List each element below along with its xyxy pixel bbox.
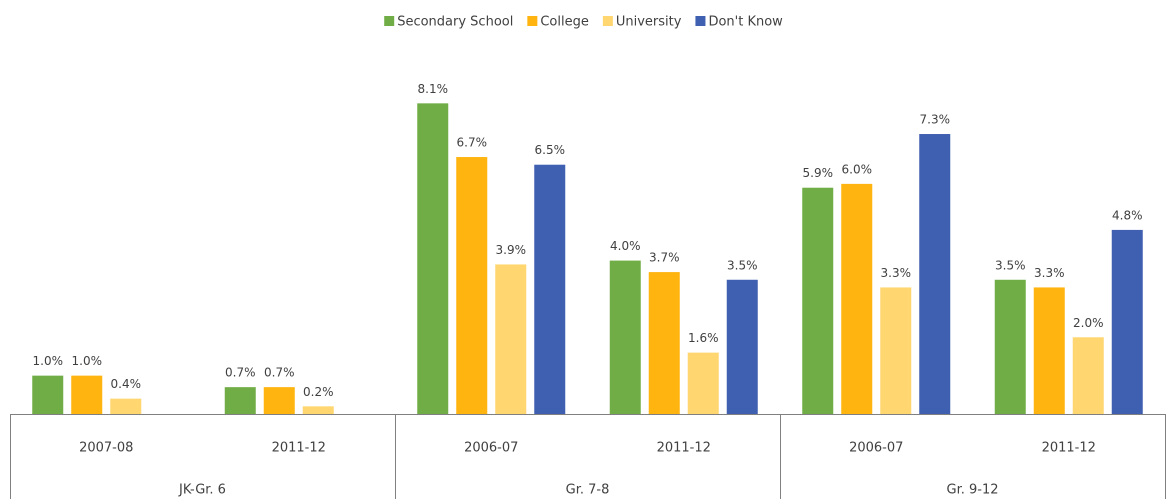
data-label: 0.7% <box>225 366 256 380</box>
bar <box>687 352 719 414</box>
data-label: 8.1% <box>418 82 449 96</box>
legend-label: University <box>616 15 682 30</box>
data-label: 2.0% <box>1073 316 1104 330</box>
legend-label: College <box>540 15 589 30</box>
x-tick-label: 2011-12 <box>272 441 326 456</box>
legend-swatch <box>384 16 395 26</box>
data-label: 1.6% <box>688 331 719 345</box>
legend-label: Don't Know <box>708 15 783 30</box>
data-label: 6.5% <box>535 143 566 157</box>
bar <box>880 287 912 414</box>
legend-label: Secondary School <box>397 15 513 30</box>
bar <box>726 279 758 414</box>
bar <box>994 279 1026 414</box>
bar <box>302 406 334 414</box>
legend-swatch <box>527 16 538 26</box>
legend-swatch <box>602 16 613 26</box>
group-label: JK-Gr. 6 <box>178 483 226 498</box>
bar <box>841 183 873 414</box>
data-label: 0.7% <box>264 366 295 380</box>
data-label: 3.3% <box>1034 266 1065 280</box>
bar <box>32 375 64 414</box>
data-label: 7.3% <box>920 113 951 127</box>
data-label: 1.0% <box>72 354 103 368</box>
data-label: 3.3% <box>881 266 912 280</box>
bar <box>495 264 527 414</box>
legend: Secondary School College University Don't K… <box>384 15 783 30</box>
bar <box>534 164 566 414</box>
x-tick-label: 2006-07 <box>464 441 518 456</box>
x-tick-label: 2011-12 <box>1042 441 1096 456</box>
data-label: 3.7% <box>649 251 680 265</box>
data-label: 4.8% <box>1112 208 1143 222</box>
data-label: 0.2% <box>303 385 334 399</box>
bar <box>263 387 295 414</box>
bar <box>1072 337 1104 414</box>
data-label: 1.0% <box>33 354 64 368</box>
legend-swatch <box>695 16 706 26</box>
data-label: 3.5% <box>727 258 758 272</box>
bar <box>224 387 256 414</box>
data-label: 4.0% <box>610 239 641 253</box>
bar <box>456 157 488 415</box>
data-label: 0.4% <box>111 377 142 391</box>
data-label: 6.7% <box>457 136 488 150</box>
x-tick-label: 2011-12 <box>657 441 711 456</box>
bar <box>1033 287 1065 414</box>
bar <box>71 375 103 414</box>
bar <box>609 260 641 414</box>
x-tick-label: 2007-08 <box>79 441 133 456</box>
bar <box>919 134 951 414</box>
bar <box>417 103 449 414</box>
data-label: 5.9% <box>803 166 834 180</box>
bar <box>1111 229 1143 414</box>
bar <box>802 187 834 414</box>
data-label: 3.5% <box>995 258 1026 272</box>
bar <box>648 272 680 414</box>
group-label: Gr. 9-12 <box>947 483 999 498</box>
group-label: Gr. 7-8 <box>566 483 610 498</box>
bar <box>110 398 142 414</box>
data-label: 3.9% <box>496 243 527 257</box>
data-label: 6.0% <box>842 162 873 176</box>
x-tick-label: 2006-07 <box>849 441 903 456</box>
